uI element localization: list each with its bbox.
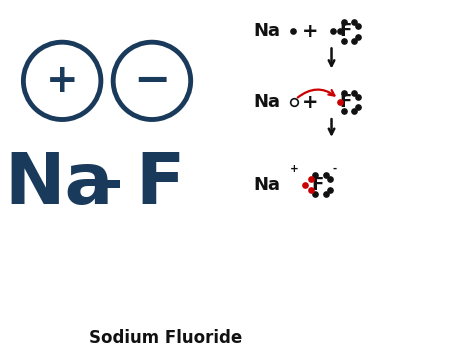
Text: -: - [333, 164, 337, 174]
Text: Na: Na [254, 93, 281, 111]
Text: Na: Na [254, 176, 281, 193]
Text: +: + [302, 22, 319, 41]
Text: +: + [46, 62, 78, 100]
Text: Na: Na [4, 150, 114, 219]
Text: Na: Na [254, 22, 281, 40]
Text: F: F [136, 150, 185, 219]
Text: +: + [302, 93, 319, 111]
Text: F: F [339, 93, 352, 111]
Text: F: F [339, 22, 352, 40]
Text: F: F [311, 176, 323, 193]
Text: −: − [133, 59, 171, 102]
Text: +: + [290, 164, 299, 174]
Text: -: - [100, 158, 123, 212]
Text: Sodium Fluoride: Sodium Fluoride [90, 329, 243, 347]
